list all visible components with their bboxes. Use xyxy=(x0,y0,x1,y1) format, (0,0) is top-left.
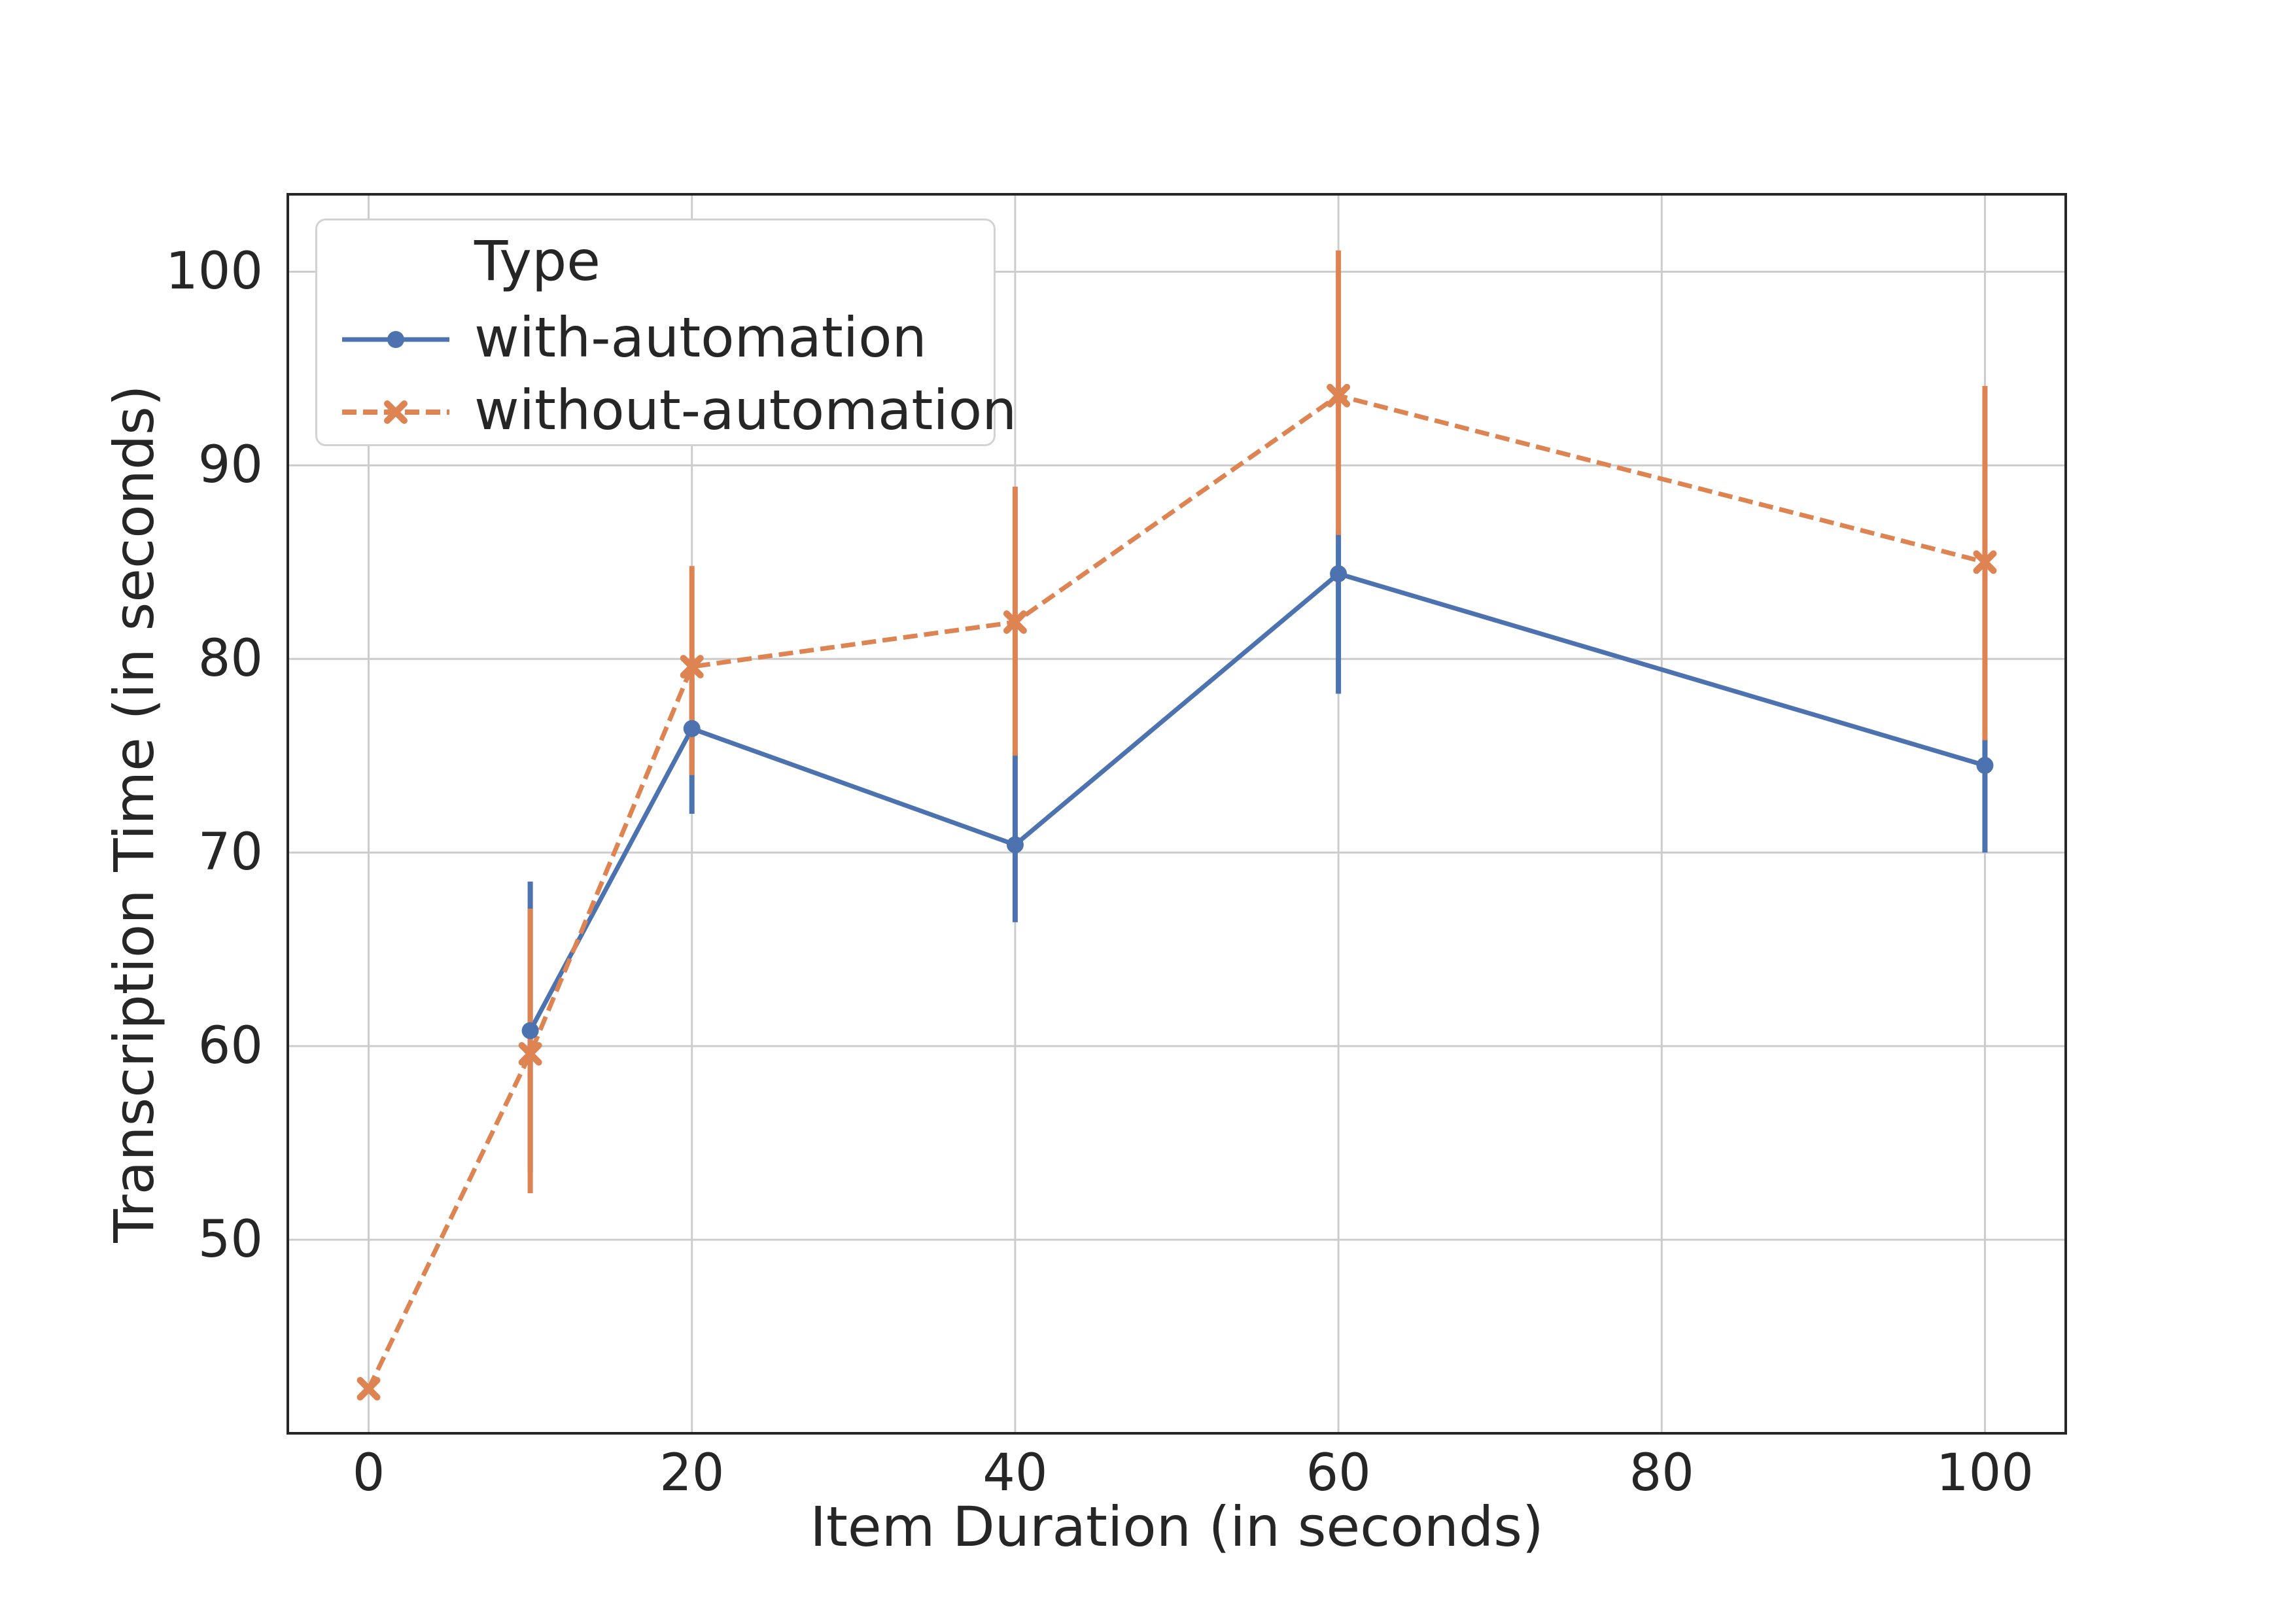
x-tick-label: 0 xyxy=(352,1444,385,1503)
x-tick-label: 60 xyxy=(1306,1444,1371,1503)
legend-sample-line-without-automation xyxy=(342,400,449,424)
legend-label-with-automation: with-automation xyxy=(474,305,927,370)
x-tick-label: 40 xyxy=(983,1444,1048,1503)
series-line-with-automation xyxy=(528,571,1986,1032)
marker-circle-with-automation xyxy=(683,720,701,737)
y-tick-label: 90 xyxy=(198,436,263,495)
y-axis-label: Transcription Time (in seconds) xyxy=(102,385,166,1243)
marker-x-without-automation xyxy=(357,1376,381,1401)
marker-x-without-automation xyxy=(680,655,704,679)
x-tick-label: 100 xyxy=(1936,1444,2034,1503)
x-axis-label: Item Duration (in seconds) xyxy=(810,1495,1544,1559)
marker-x-without-automation xyxy=(1973,550,1997,574)
y-tick-label: 70 xyxy=(198,823,263,882)
y-tick-label: 80 xyxy=(198,629,263,689)
legend-sample-line-with-automation xyxy=(342,331,449,348)
marker-x-without-automation xyxy=(1003,610,1027,635)
y-tick-label: 50 xyxy=(198,1210,263,1270)
x-tick-label: 80 xyxy=(1629,1444,1694,1503)
legend-title: Type xyxy=(474,229,600,293)
series-line-without-automation xyxy=(366,393,1986,1390)
x-tick-label: 20 xyxy=(659,1444,725,1503)
legend-x-marker-icon xyxy=(384,400,408,424)
marker-x-without-automation xyxy=(1327,383,1351,408)
marker-x-without-automation xyxy=(518,1041,542,1066)
y-tick-label: 60 xyxy=(198,1017,263,1076)
y-tick-label: 100 xyxy=(165,242,263,302)
legend-label-without-automation: without-automation xyxy=(474,378,1017,442)
marker-circle-with-automation xyxy=(1006,836,1024,854)
marker-circle-with-automation xyxy=(1330,565,1348,583)
plot-border xyxy=(287,193,2067,1435)
marker-circle-with-automation xyxy=(521,1022,539,1039)
marker-circle-with-automation xyxy=(1976,757,1994,775)
legend: Type with-automation without-automation xyxy=(315,218,1017,446)
legend-circle-marker-icon xyxy=(387,331,404,348)
